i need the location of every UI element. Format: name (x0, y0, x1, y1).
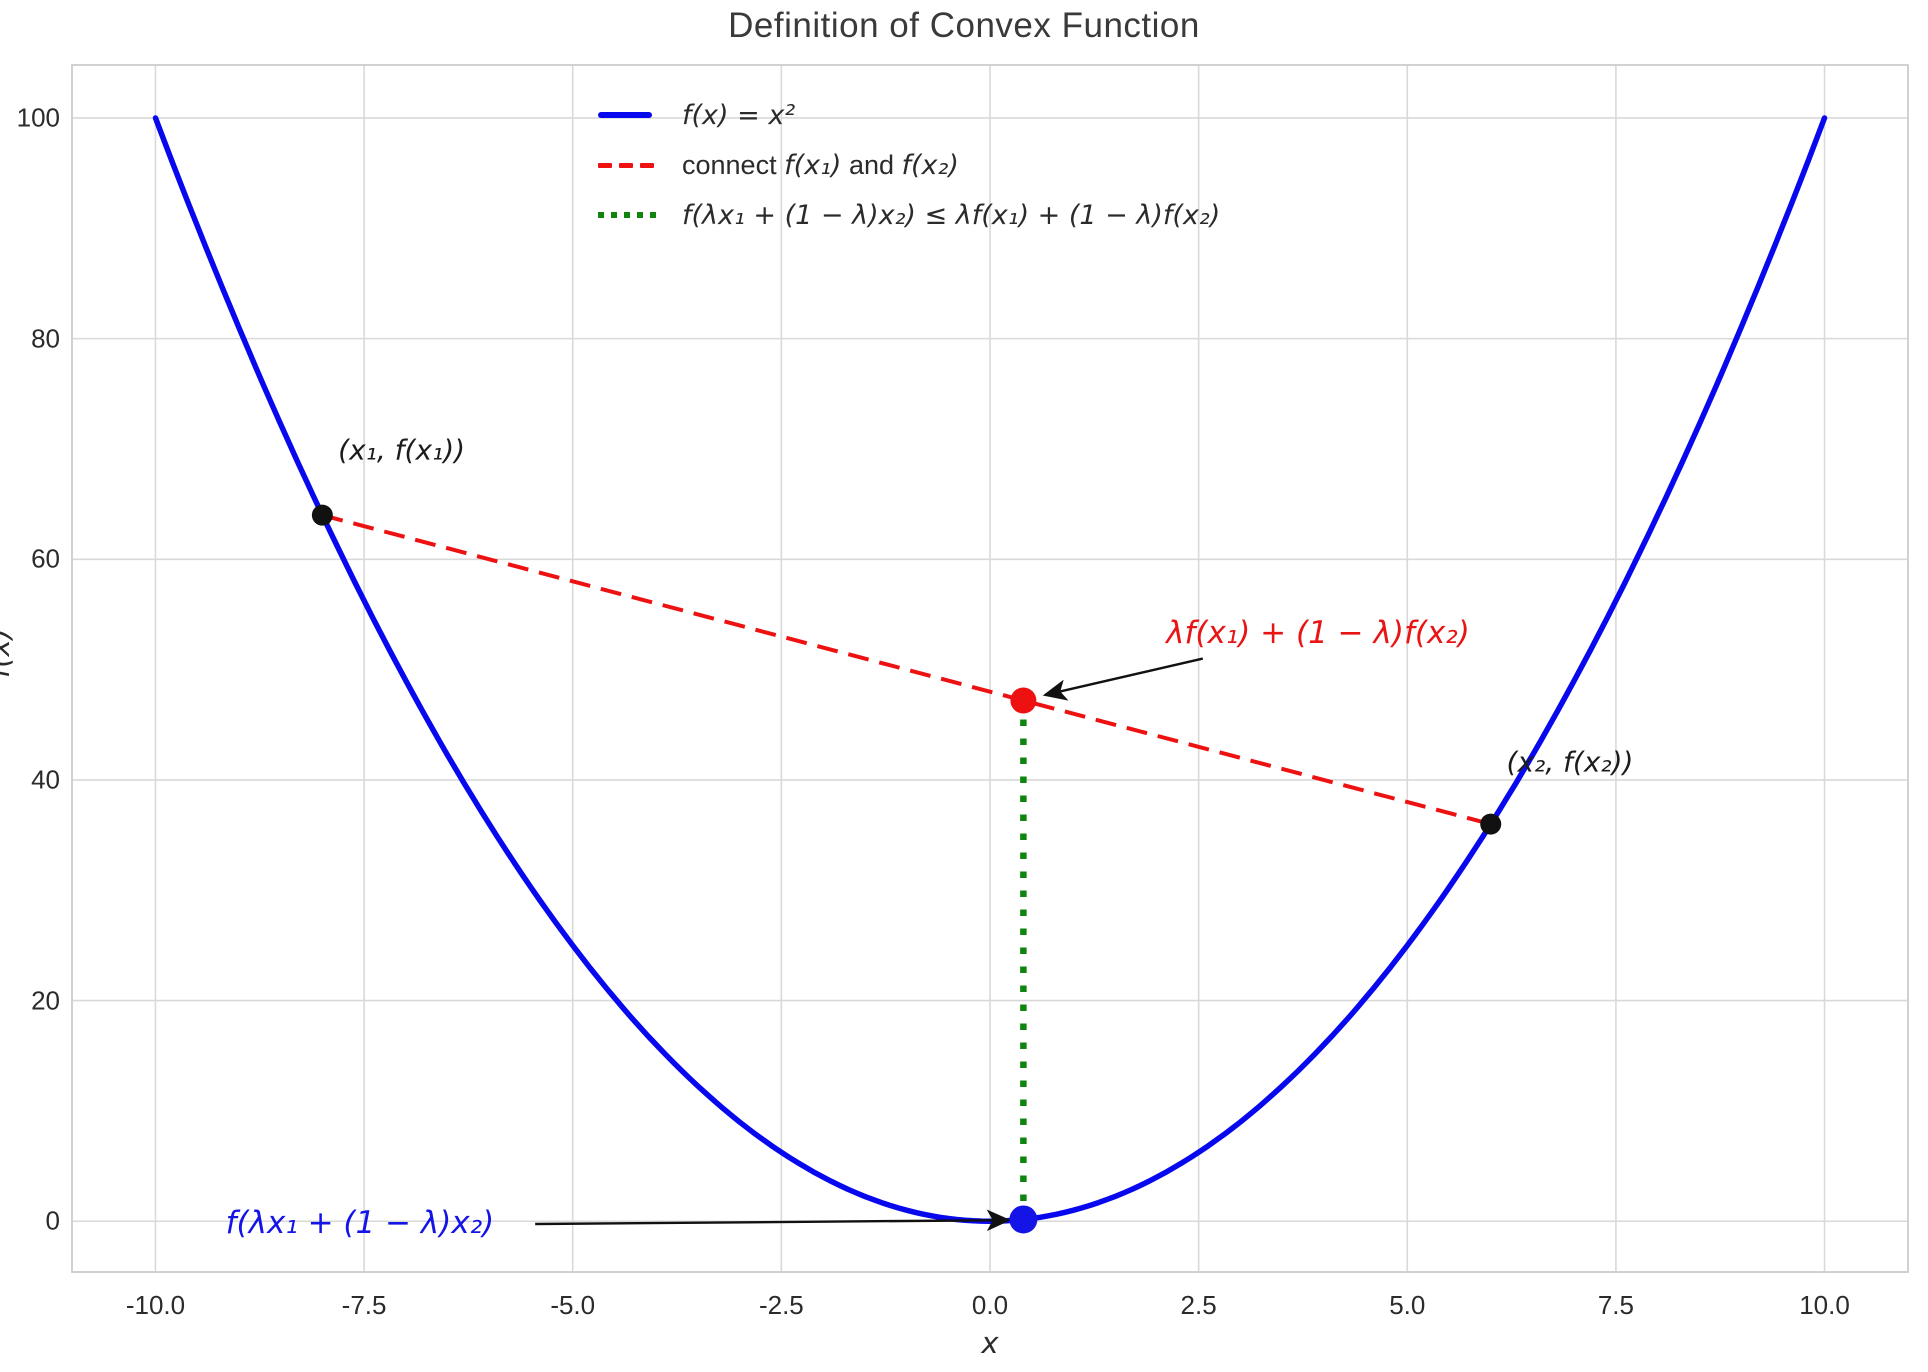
plot-border (71, 64, 1909, 1273)
y-tick-label: 0 (45, 1205, 60, 1236)
annotation-label: (x₂, f(x₂)) (1506, 745, 1634, 779)
legend-item: connect f(x₁) and f(x₂) (598, 140, 1220, 190)
annotation-arrow (1042, 657, 1204, 701)
x-tick-label: -2.5 (758, 1290, 804, 1320)
x-tick-label: -10.0 (125, 1290, 186, 1320)
y-tick-label: 20 (31, 985, 60, 1016)
annotation-label: λf(x₁) + (1 − λ)f(x₂) (1166, 615, 1470, 652)
y-tick-label: 60 (31, 543, 60, 574)
chart-title: Definition of Convex Function (728, 6, 1200, 45)
y-tick-label: 40 (31, 764, 60, 795)
y-tick-label: 80 (31, 323, 60, 354)
x-tick-label: -7.5 (341, 1290, 387, 1320)
point-function-value (1009, 1205, 1038, 1234)
annotation-label: (x₁, f(x₁)) (338, 433, 466, 467)
chord-line (321, 513, 1492, 826)
x-axis-label: x (981, 1326, 999, 1360)
legend-label: f(x) = x² (682, 99, 796, 131)
legend-label: f(λx₁ + (1 − λ)x₂) ≤ λf(x₁) + (1 − λ)f(x… (682, 199, 1221, 231)
legend: f(x) = x² connect f(x₁) and f(x₂) f(λx₁ + … (598, 90, 1220, 240)
x-tick-label: 0.0 (971, 1290, 1009, 1320)
annotation-label: f(λx₁ + (1 − λ)x₂) (225, 1204, 495, 1241)
point-chord-value (1010, 687, 1037, 714)
legend-item: f(x) = x² (598, 90, 1220, 140)
annotation-arrow (535, 1209, 1011, 1232)
x-tick-label: 5.0 (1389, 1290, 1426, 1320)
point-x1 (311, 504, 333, 526)
legend-item: f(λx₁ + (1 − λ)x₂) ≤ λf(x₁) + (1 − λ)f(x… (598, 190, 1220, 240)
x-tick-label: 7.5 (1597, 1290, 1634, 1320)
y-axis-label: f(x) (0, 628, 16, 678)
y-tick-label: 100 (16, 102, 60, 133)
legend-marker-dotted-line (598, 212, 660, 218)
point-x2 (1480, 813, 1502, 835)
x-tick-label: -5.0 (550, 1290, 596, 1320)
legend-label: connect f(x₁) and f(x₂) (682, 149, 959, 181)
x-tick-label: 2.5 (1180, 1290, 1217, 1320)
legend-marker-dashed-line (598, 162, 660, 168)
legend-marker-solid-line (598, 112, 660, 118)
x-tick-label: 10.0 (1799, 1290, 1850, 1320)
